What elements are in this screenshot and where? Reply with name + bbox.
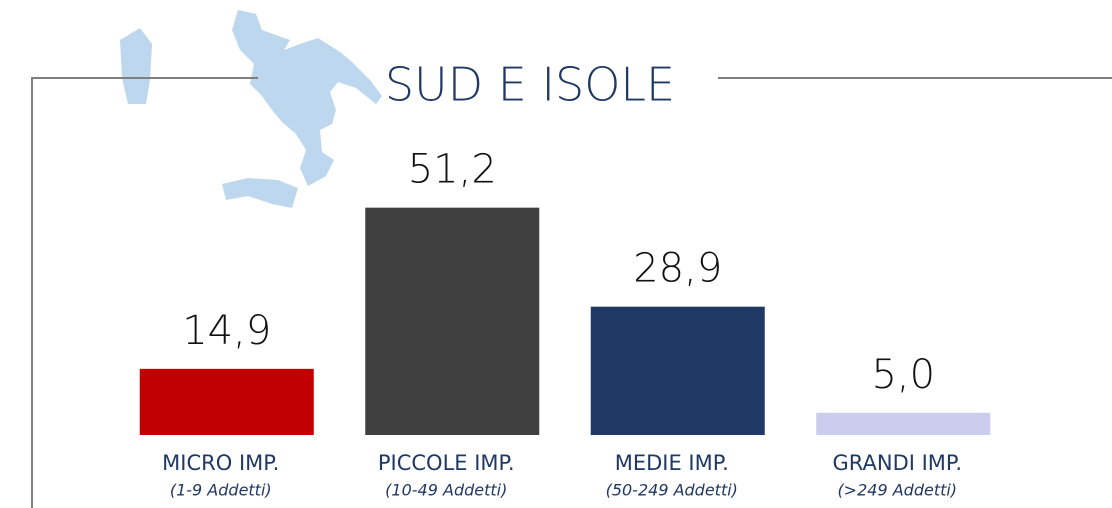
value-label: 14,9 xyxy=(182,308,271,354)
x-tick-label: MICRO IMP. xyxy=(162,451,279,475)
bar xyxy=(590,306,765,435)
frame-left xyxy=(31,77,258,508)
x-tick-note: (10-49 Addetti) xyxy=(385,481,507,500)
bar xyxy=(139,368,314,435)
chart-title: SUD E ISOLE xyxy=(385,58,675,112)
value-label: 51,2 xyxy=(408,147,497,193)
x-tick-label: PICCOLE IMP. xyxy=(378,451,515,475)
x-tick-note: (50-249 Addetti) xyxy=(606,481,738,500)
x-tick-note: (>249 Addetti) xyxy=(837,481,957,500)
x-tick-label: GRANDI IMP. xyxy=(832,451,962,475)
bar xyxy=(816,412,991,435)
value-label: 28,9 xyxy=(633,246,722,292)
bar xyxy=(365,207,540,435)
value-label: 5,0 xyxy=(871,352,935,398)
x-tick-label: MEDIE IMP. xyxy=(615,451,729,475)
x-tick-note: (1-9 Addetti) xyxy=(170,481,272,500)
map-icon xyxy=(120,10,382,208)
